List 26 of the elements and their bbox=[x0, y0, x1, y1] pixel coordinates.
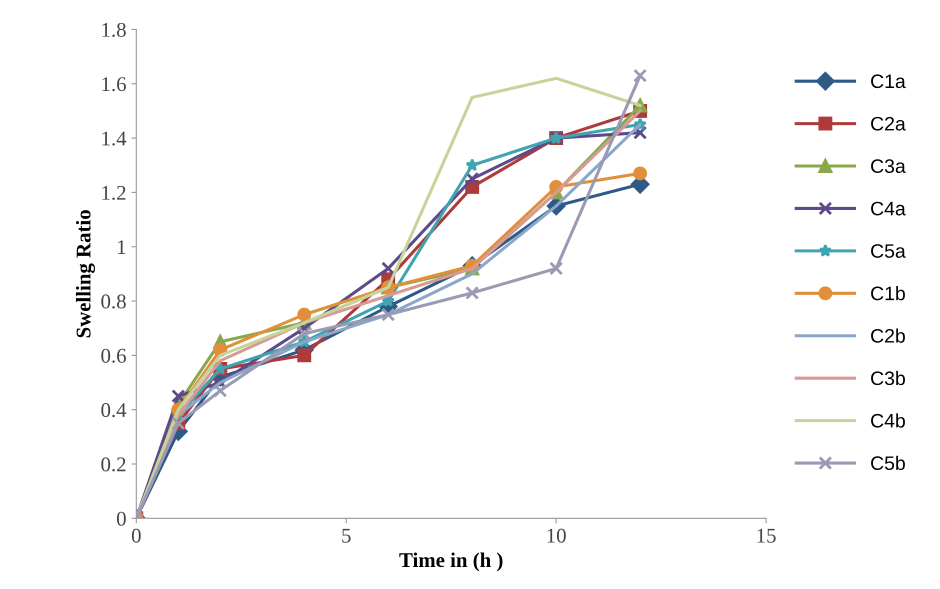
y-tick-label: 1.8 bbox=[102, 22, 126, 37]
y-tick-label: 1.4 bbox=[102, 132, 126, 146]
legend-label: C1a bbox=[871, 74, 906, 88]
legend-label: C3a bbox=[871, 159, 906, 174]
y-tick-label: 0.6 bbox=[101, 348, 126, 363]
x-tick-label: 15 bbox=[758, 528, 776, 543]
y-tick-label: 1 bbox=[118, 240, 126, 254]
y-tick-label: 1.2 bbox=[102, 186, 126, 200]
y-tick-label: 0 bbox=[116, 512, 126, 526]
legend-label: C2a bbox=[871, 116, 906, 131]
y-tick-label: 0.8 bbox=[101, 294, 126, 309]
x-tick-label: 5 bbox=[342, 528, 351, 543]
legend-label: C1b bbox=[871, 286, 905, 300]
y-tick-label: 0.4 bbox=[101, 403, 126, 418]
legend-label: C5a bbox=[871, 244, 906, 258]
legend-label: C3b bbox=[871, 370, 905, 386]
y-tick-label: 1.6 bbox=[102, 77, 126, 92]
x-tick-label: 0 bbox=[132, 528, 141, 543]
x-tick-label: 10 bbox=[548, 528, 566, 543]
y-axis-title: Swelling Ratio bbox=[76, 210, 95, 338]
x-axis-title: Time in (h ) bbox=[399, 552, 502, 572]
legend-label: C4a bbox=[871, 202, 906, 216]
legend-label: C5b bbox=[871, 456, 905, 470]
legend-label: C2b bbox=[871, 328, 905, 343]
legend-label: C4b bbox=[871, 413, 905, 428]
y-tick-label: 0.2 bbox=[101, 457, 126, 472]
